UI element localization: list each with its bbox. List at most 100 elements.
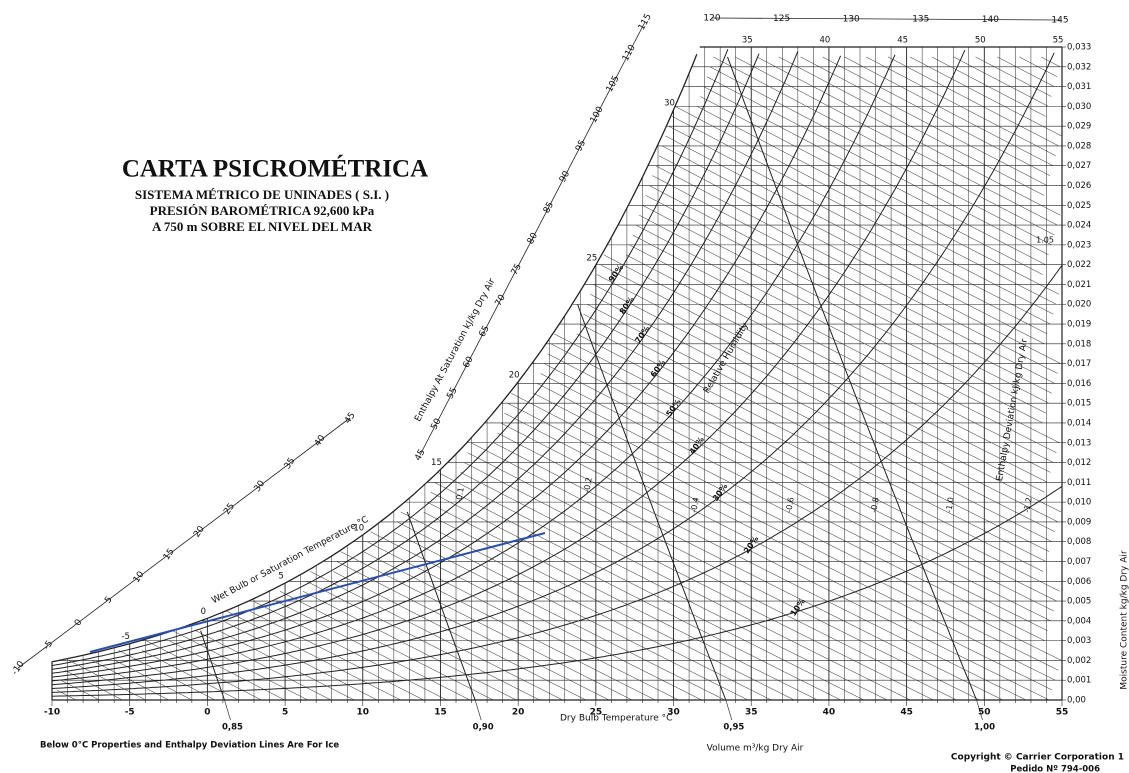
scale-label: 40 [313, 433, 328, 448]
enthalpy-line [500, 422, 1050, 701]
scale-label: 45 [343, 411, 358, 426]
x-tick-label: 55 [1056, 708, 1069, 718]
enthalpy-line [493, 442, 1003, 701]
scale-label: 50 [429, 417, 443, 432]
rh-curve [51, 51, 799, 674]
y-tick-label: 0,00 [1067, 696, 1086, 706]
scale-label: 90 [558, 169, 572, 184]
scale-label: -10 [10, 659, 27, 677]
scale-label: 80 [526, 231, 540, 246]
scale-label: 10 [132, 570, 147, 585]
volume-line [577, 304, 727, 701]
enthalpy-line [822, 56, 1051, 176]
enthalpy-line [434, 482, 864, 701]
y-tick-label: 0,012 [1067, 458, 1091, 468]
enthalpy-line [671, 116, 1054, 315]
rh-curve [51, 53, 760, 670]
enthalpy-line [554, 333, 1060, 592]
x-tick-label: 25 [590, 708, 603, 718]
enthalpy-line [463, 462, 934, 701]
enthalpy-line [576, 333, 1044, 572]
enthalpy-line [706, 76, 1049, 256]
wet-bulb-label: 35 [742, 36, 753, 46]
x-tick-label: 0 [204, 708, 210, 718]
deviation-label: -0.2 [582, 477, 594, 494]
deviation-label: -0.6 [784, 497, 796, 514]
enthalpy-line [363, 551, 656, 701]
y-tick-label: 0,031 [1067, 82, 1091, 92]
wet-bulb-label: 20 [509, 370, 520, 380]
deviation-label: -0.8 [869, 497, 881, 514]
wet-bulb-label: 15 [431, 458, 442, 468]
scale-label: 130 [843, 14, 860, 24]
volume-leader [224, 699, 231, 721]
x-tick-label: 45 [900, 708, 913, 718]
enthalpy-line [1040, 56, 1061, 68]
enthalpy-line [460, 472, 911, 701]
y-tick-label: 0,003 [1067, 636, 1091, 646]
enthalpy-line [540, 373, 1048, 631]
wet-bulb-label: 40 [820, 36, 831, 46]
rh-curve [51, 485, 1063, 697]
enthalpy-line [590, 294, 1056, 533]
y-tick-label: 0,011 [1067, 478, 1091, 488]
y-tick-label: 0,009 [1067, 517, 1091, 527]
scale-label: 35 [283, 456, 298, 471]
y-tick-label: 0,007 [1067, 557, 1091, 567]
scale-label: 125 [773, 14, 790, 24]
enthalpy-line [756, 56, 1061, 216]
x-axis-title: Dry Bulb Temperature °C [560, 714, 672, 724]
wet-bulb-label: -5 [121, 632, 129, 642]
volume-leader [976, 699, 983, 721]
y-tick-label: 0,030 [1067, 102, 1091, 112]
rh-curve [51, 54, 896, 682]
enthalpy-line [697, 106, 1060, 295]
enthalpy-line [600, 264, 1045, 493]
enthalpy-line [276, 600, 471, 701]
enthalpy-line [504, 412, 1053, 691]
y-tick-label: 0,006 [1067, 577, 1091, 587]
deviation-label: 1.05 [1036, 236, 1054, 245]
enthalpy-line [336, 561, 610, 701]
enthalpy-line [400, 511, 772, 701]
enthalpy-line [366, 541, 679, 701]
enthalpy-line [547, 353, 1054, 612]
enthalpy-line [145, 640, 262, 701]
scale-label: 15 [162, 547, 177, 562]
scale-label: 140 [982, 15, 999, 25]
deviation-title: Enthalpy Deviation kJ/kg Dry Air [995, 338, 1030, 482]
enthalpy-line [397, 521, 749, 701]
enthalpy-line [583, 313, 1050, 552]
enthalpy-line [866, 56, 1056, 157]
title: CARTA PSICROMÉTRICA [122, 155, 428, 183]
y-tick-label: 0,029 [1067, 122, 1091, 132]
subtitle: SISTEMA MÉTRICO DE UNINADES ( S.I. ) [135, 187, 389, 202]
scale-label: 85 [542, 200, 556, 215]
enthalpy-line [778, 56, 1045, 196]
enthalpy-line [652, 175, 1055, 384]
enthalpy-line [975, 56, 1052, 97]
enthalpy-line [437, 472, 888, 701]
y-tick-label: 0,032 [1067, 62, 1091, 72]
enthalpy-line [662, 145, 1045, 345]
enthalpy-line [195, 630, 332, 701]
enthalpy-line [1019, 56, 1058, 77]
enthalpy-title: Enthalpy At Saturation kJ/kg Dry Air [413, 277, 497, 424]
enthalpy-line [249, 610, 424, 701]
rh-curve [51, 49, 966, 686]
scale-label: 30 [252, 479, 267, 494]
subtitle: A 750 m SOBRE EL NIVEL DEL MAR [152, 219, 373, 234]
scale-label: 70 [494, 293, 508, 308]
enthalpy-line [226, 610, 401, 701]
rh-label: 10% [789, 597, 807, 618]
copyright: Copyright © Carrier Corporation 1 [951, 753, 1124, 763]
x-tick-label: -5 [125, 708, 135, 718]
enthalpy-line [426, 501, 818, 701]
volume-leader [474, 699, 482, 721]
rh-label: 70% [633, 324, 651, 345]
enthalpy-line [655, 165, 1058, 374]
enthalpy-line [665, 135, 1048, 335]
enthalpy-line [222, 620, 378, 701]
